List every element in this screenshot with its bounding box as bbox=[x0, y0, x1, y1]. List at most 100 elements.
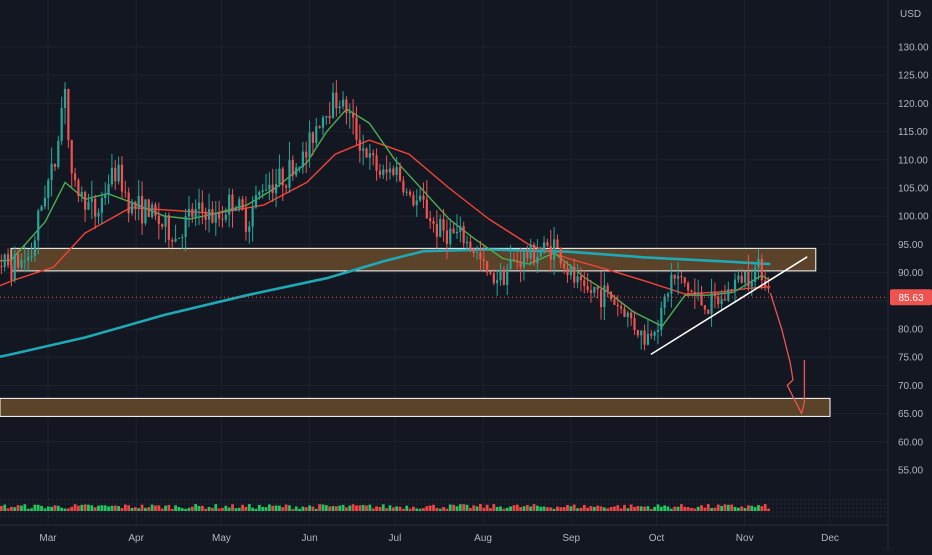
candle-body bbox=[228, 194, 231, 215]
volume-bar bbox=[482, 507, 486, 511]
volume-bar bbox=[666, 506, 670, 511]
volume-bar bbox=[458, 504, 462, 511]
volume-bar bbox=[576, 508, 579, 511]
volume-bar bbox=[462, 504, 466, 511]
volume-bar bbox=[592, 506, 596, 511]
candle-body bbox=[254, 195, 258, 208]
candle-body bbox=[502, 269, 505, 285]
candle-body bbox=[248, 226, 251, 232]
candle-body bbox=[697, 292, 700, 295]
volume-bar bbox=[261, 506, 265, 511]
candle-body bbox=[295, 167, 298, 176]
volume-bar bbox=[596, 505, 600, 511]
volume-bar bbox=[391, 507, 395, 511]
volume-bar bbox=[616, 505, 620, 511]
volume-bar bbox=[566, 505, 569, 511]
volume-bar bbox=[40, 505, 43, 511]
candle-body bbox=[20, 260, 23, 268]
candle-body bbox=[599, 289, 603, 308]
price-tick-label: 70.00 bbox=[898, 381, 923, 392]
volume-bar bbox=[683, 506, 687, 511]
candle-body bbox=[127, 192, 130, 214]
price-tick-label: 100.00 bbox=[898, 212, 929, 223]
volume-bar bbox=[432, 504, 435, 511]
candle-body bbox=[120, 164, 124, 192]
candle-body bbox=[392, 168, 395, 175]
month-tick-label: May bbox=[212, 533, 231, 544]
volume-bar bbox=[475, 506, 479, 511]
candle-body bbox=[609, 291, 613, 300]
volume-bar bbox=[509, 506, 512, 511]
candle-body bbox=[94, 198, 97, 217]
candle-body bbox=[723, 298, 727, 301]
candle-body bbox=[285, 185, 288, 188]
volume-bar bbox=[50, 506, 54, 511]
volume-bar bbox=[234, 508, 238, 511]
candle-body bbox=[362, 148, 365, 151]
candle-body bbox=[620, 306, 623, 309]
volume-bar bbox=[643, 506, 646, 511]
candle-body bbox=[204, 211, 207, 220]
candle-body bbox=[539, 251, 542, 257]
volume-bar bbox=[763, 504, 767, 511]
volume-bar bbox=[150, 504, 154, 511]
volume-bar bbox=[388, 505, 392, 511]
volume-bar bbox=[288, 505, 291, 511]
candle-body bbox=[395, 167, 398, 175]
candle-body bbox=[80, 192, 83, 197]
candle-body bbox=[636, 329, 639, 336]
candle-body bbox=[687, 283, 690, 291]
volume-bar bbox=[753, 507, 757, 511]
candle-body bbox=[268, 184, 271, 190]
volume-bar bbox=[435, 507, 439, 511]
candle-body bbox=[509, 259, 512, 270]
candle-body bbox=[449, 228, 452, 244]
volume-bar bbox=[324, 505, 328, 511]
volume-bar bbox=[254, 508, 258, 511]
candle-body bbox=[0, 266, 3, 268]
candle-body bbox=[455, 231, 459, 234]
candle-body bbox=[489, 272, 492, 274]
volume-bar bbox=[23, 504, 27, 511]
volume-bar bbox=[257, 504, 261, 511]
candle-body bbox=[87, 201, 90, 210]
candle-body bbox=[499, 269, 502, 281]
volume-bar bbox=[569, 506, 573, 511]
candle-body bbox=[589, 290, 593, 293]
candle-body bbox=[720, 298, 723, 305]
candle-body bbox=[388, 168, 392, 173]
volume-bar bbox=[418, 508, 422, 511]
volume-bar bbox=[227, 507, 231, 511]
drawings bbox=[0, 256, 888, 415]
candle-body bbox=[261, 190, 264, 193]
volume-bar bbox=[502, 508, 506, 511]
candle-body bbox=[727, 289, 730, 301]
volume-bar bbox=[582, 504, 586, 511]
volume-bar bbox=[0, 505, 3, 511]
volume-bar bbox=[532, 504, 536, 511]
volume-bar bbox=[485, 504, 489, 511]
candle-body bbox=[60, 108, 63, 141]
volume-bar bbox=[489, 508, 492, 511]
candle-body bbox=[633, 318, 636, 330]
volume-bar bbox=[710, 507, 713, 511]
volume-bar bbox=[36, 504, 40, 511]
candle-body bbox=[144, 199, 147, 224]
candle-body bbox=[70, 140, 73, 174]
volume-bar bbox=[77, 505, 80, 511]
volume-bar bbox=[479, 504, 482, 511]
volume-bar bbox=[422, 508, 425, 511]
candle-body bbox=[157, 215, 160, 225]
volume-bar bbox=[6, 508, 10, 511]
month-tick-label: Sep bbox=[562, 533, 580, 544]
candle-body bbox=[167, 215, 170, 240]
volume-bar bbox=[606, 508, 610, 511]
month-tick-label: Aug bbox=[474, 533, 492, 544]
volume-bar bbox=[100, 505, 104, 511]
volume-bar bbox=[167, 504, 171, 511]
candle-body bbox=[442, 219, 445, 231]
volume-bar bbox=[200, 505, 204, 511]
